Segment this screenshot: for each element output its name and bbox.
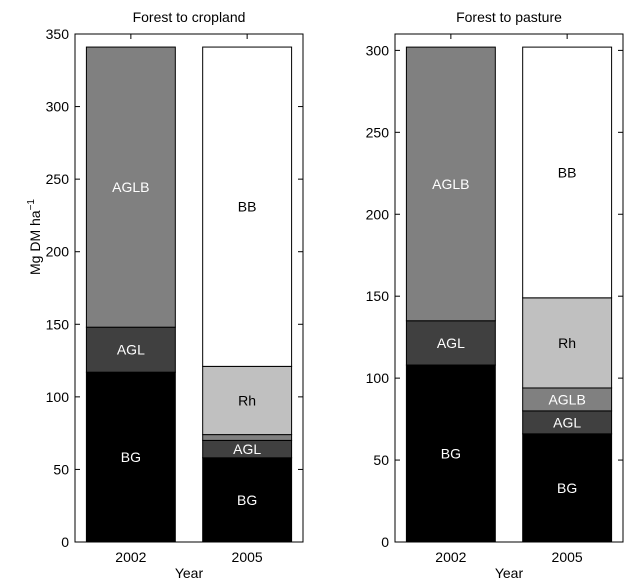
segment-label-rh-2005: Rh [238,392,256,408]
segment-label-agl-2002: AGL [117,342,145,358]
bar-segment-aglb-2002 [405,46,496,322]
bar-segment-bg-2002 [85,371,176,543]
segment-label-rh-2005: Rh [558,335,576,351]
y-axis-label-text: Mg DM ha [27,210,43,275]
segment-label-aglb-2002: AGLB [432,176,469,192]
bar-segment-bb-2005 [202,46,293,367]
y-tick-label: 200 [46,244,70,260]
y-tick-label: 250 [46,171,70,187]
bar-stack-2002: BG AGL AGLB [85,46,176,543]
bar-segment-rh-2005 [522,297,613,389]
bar-segment-bg-2002 [405,364,496,543]
segment-label-bb-2005: BB [238,199,257,215]
y-axis-label-superscript: −1 [26,199,37,211]
segment-label-bg-2005: BG [557,480,577,496]
y-tick-label: 300 [46,99,70,115]
y-axis-label: Mg DM ha−1 [26,199,43,275]
segment-label-bg-2005: BG [237,492,257,508]
bar-segment-rh-2005 [202,365,293,436]
panel-1: BGAGLAGLBBGAGLAGLBRhBB050100150200250300… [46,9,304,581]
y-tick-label: 0 [381,534,389,550]
segment-label-aglb-2005: AGLB [548,391,585,407]
bar-stack-2002: BG AGL AGLB [405,46,496,543]
x-tick-label-2005: 2005 [552,549,583,565]
bar-segment-agl-2002 [405,320,496,366]
x-tick-label-2005: 2005 [232,549,263,565]
plot-frame [394,33,624,543]
x-axis-label: Year [175,565,204,581]
bar-segment-bg-2005 [202,457,293,543]
bar-segment-agl-2002 [85,326,176,373]
bar-segment-bg-2005 [522,433,613,543]
segment-label-bg-2002: BG [441,446,461,462]
x-tick-label-2002: 2002 [115,549,146,565]
chart-title: Forest to pasture [456,9,562,25]
y-tick-label: 150 [366,288,390,304]
panel-2: BG AGL AGLB BG AGL AGLB Rh BB 0 50 100 150 200 250 300… [366,9,624,581]
segment-label-aglb-2002: AGLB [112,179,149,195]
y-tick-label: 300 [366,42,390,58]
x-tick-label-2002: 2002 [435,549,466,565]
bar-segment-aglb-2002 [85,46,176,328]
x-axis-label: Year [495,565,524,581]
segment-label-agl-2005: AGL [233,441,261,457]
bar-stack-2005: BG AGL AGLB Rh BB [522,46,613,543]
y-tick-label: 200 [366,206,390,222]
bar-segment-bb-2005 [522,46,613,299]
y-tick-label: 100 [366,370,390,386]
segment-label-bg-2002: BG [121,449,141,465]
y-tick-label: 350 [46,26,70,42]
y-tick-label: 0 [61,534,69,550]
y-tick-label: 250 [366,124,390,140]
y-tick-label: 50 [53,461,69,477]
y-tick-label: 150 [46,316,70,332]
y-tick-label: 100 [46,389,70,405]
segment-label-agl-2005: AGL [553,414,581,430]
chart-title: Forest to cropland [133,9,246,25]
segment-label-bb-2005: BB [558,164,577,180]
plot-frame [74,33,304,543]
segment-label-agl-2002: AGL [437,335,465,351]
y-tick-label: 50 [373,452,389,468]
